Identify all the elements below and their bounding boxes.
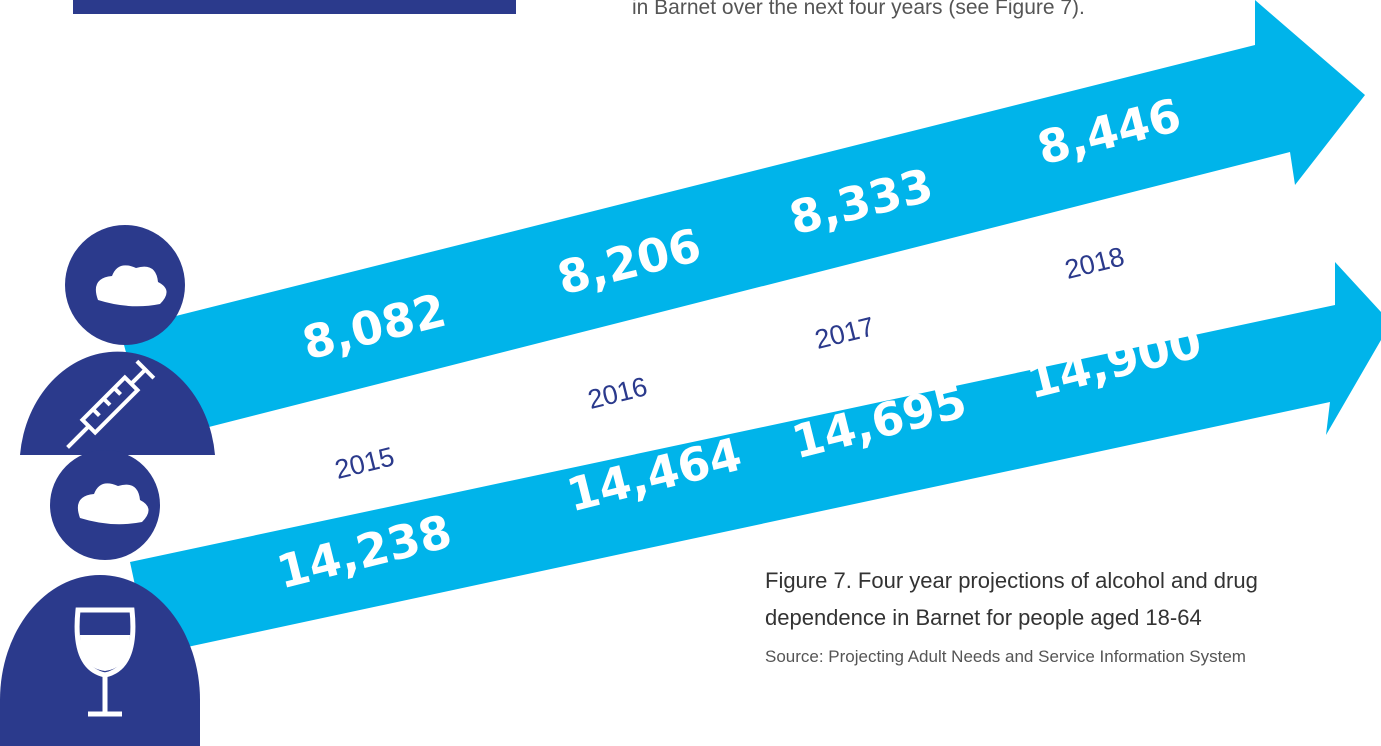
- caption-line: Figure 7. Four year projections of alcoh…: [765, 568, 1258, 593]
- caption-line: dependence in Barnet for people aged 18-…: [765, 605, 1202, 630]
- alcohol-person: [0, 450, 200, 746]
- header-text: in Barnet over the next four years (see …: [632, 0, 1085, 19]
- year-label: 2018: [1062, 241, 1128, 285]
- drug-arrow: [120, 0, 1365, 442]
- alcohol-arrow: [130, 262, 1381, 655]
- year-label: 2015: [332, 441, 398, 485]
- caption-source: Source: Projecting Adult Needs and Servi…: [765, 647, 1246, 666]
- heading-bar: [73, 0, 516, 14]
- year-label: 2016: [585, 371, 651, 415]
- drug-person: [20, 225, 215, 455]
- year-label: 2017: [812, 311, 878, 355]
